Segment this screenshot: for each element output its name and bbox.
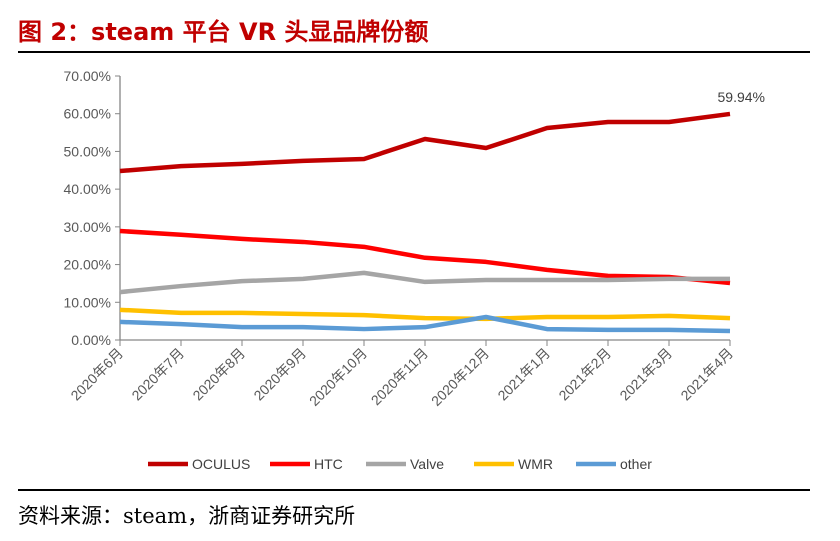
- x-tick-label: 2020年8月: [189, 345, 248, 404]
- top-divider: [18, 51, 810, 53]
- x-tick-label: 2020年6月: [67, 345, 126, 404]
- legend-label-other: other: [620, 456, 652, 472]
- y-tick-label: 20.00%: [64, 257, 111, 273]
- bottom-divider: [18, 489, 810, 491]
- series-line-wmr: [119, 307, 731, 322]
- y-tick-label: 40.00%: [64, 181, 111, 197]
- y-tick-label: 10.00%: [64, 294, 111, 310]
- series-line-oculus: [119, 111, 731, 174]
- legend-label-wmr: WMR: [518, 456, 553, 472]
- series-line-htc: [119, 228, 731, 286]
- source-note: 资料来源：steam，浙商证券研究所: [18, 504, 356, 528]
- x-tick-label: 2020年12月: [428, 345, 492, 409]
- x-tick-label: 2020年10月: [306, 345, 370, 409]
- legend-label-valve: Valve: [410, 456, 444, 472]
- x-tick-label: 2021年3月: [616, 345, 675, 404]
- x-tick-label: 2020年9月: [250, 345, 309, 404]
- y-tick-label: 70.00%: [64, 68, 111, 84]
- figure-title: 图 2：steam 平台 VR 头显品牌份额: [18, 18, 429, 46]
- x-tick-label: 2021年2月: [555, 345, 614, 404]
- legend-label-oculus: OCULUS: [192, 456, 250, 472]
- data-label: 59.94%: [718, 89, 765, 105]
- legend-label-htc: HTC: [314, 456, 343, 472]
- x-tick-label: 2021年1月: [494, 345, 553, 404]
- x-tick-label: 2020年11月: [368, 345, 431, 408]
- x-tick-label: 2020年7月: [128, 345, 187, 404]
- x-tick-label: 2021年4月: [677, 345, 736, 404]
- y-tick-label: 60.00%: [64, 106, 111, 122]
- y-tick-label: 30.00%: [64, 219, 111, 235]
- y-tick-label: 50.00%: [64, 143, 111, 159]
- y-tick-label: 0.00%: [71, 332, 111, 348]
